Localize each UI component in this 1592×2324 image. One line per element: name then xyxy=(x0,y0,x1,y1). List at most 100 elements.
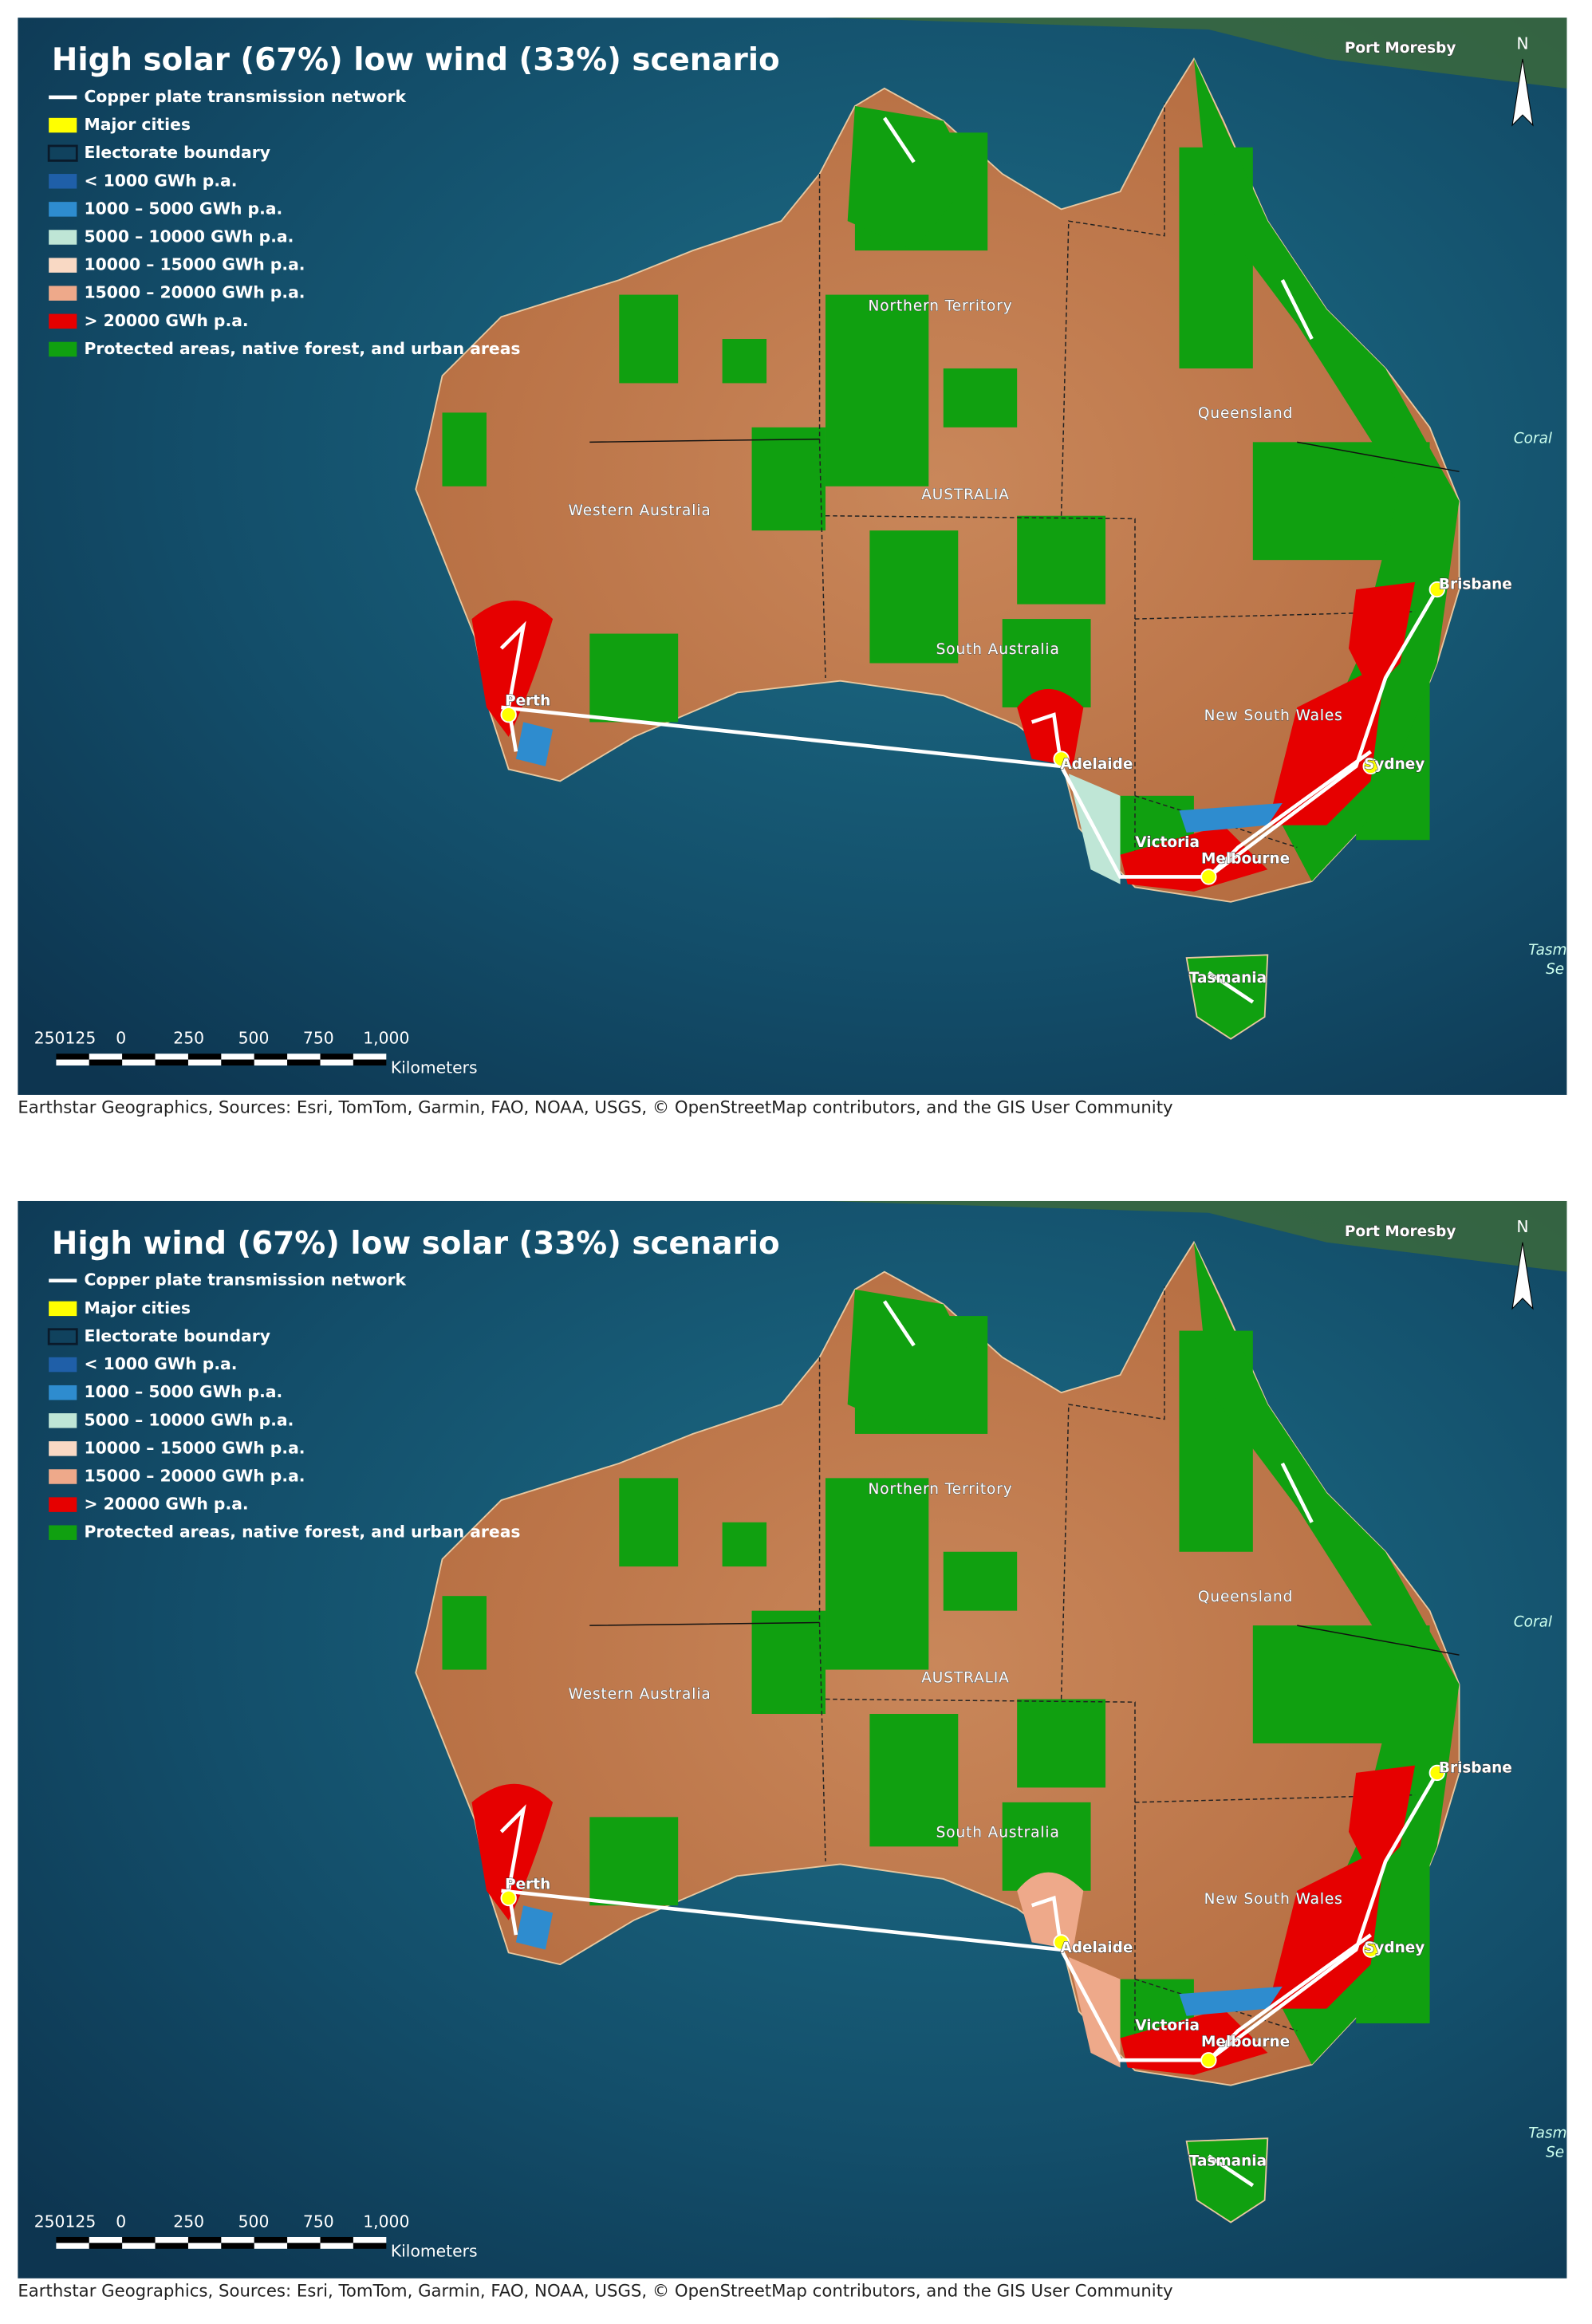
place-label: Victoria xyxy=(1135,834,1200,851)
scale-bar-segment xyxy=(155,2243,188,2249)
scale-bar-segment xyxy=(56,1054,89,1060)
protected-area xyxy=(589,1817,679,1906)
electorate-boundary xyxy=(589,438,1460,473)
legend-label: Major cities xyxy=(85,1298,191,1318)
scale-label: 750 xyxy=(303,2212,334,2231)
legend-label: Copper plate transmission network xyxy=(85,87,407,106)
legend-swatch xyxy=(49,286,77,301)
state-boundary xyxy=(1060,1286,1165,1700)
protected-area xyxy=(825,294,929,486)
legend-swatch xyxy=(49,1525,77,1540)
state-boundary xyxy=(825,1698,1136,2068)
major-city xyxy=(500,1889,517,1907)
legend-swatch xyxy=(49,230,77,245)
major-city xyxy=(1200,869,1217,885)
place-label: Coral xyxy=(1514,431,1553,447)
attribution: Earthstar Geographics, Sources: Esri, To… xyxy=(18,2281,1172,2301)
generation-zone xyxy=(1267,663,1386,825)
protected-area xyxy=(619,1478,679,1567)
generation-zone xyxy=(1267,1846,1386,2009)
place-label: Adelaide xyxy=(1060,1940,1133,1956)
place-label: Western Australia xyxy=(569,502,711,519)
legend-swatch xyxy=(49,1413,77,1428)
place-label: Brisbane xyxy=(1439,577,1512,593)
scale-bar-segment xyxy=(254,1059,288,1065)
scale-bar-segment xyxy=(320,2236,353,2243)
place-label: Tasmania xyxy=(1189,2153,1267,2170)
scale-label: 1,000 xyxy=(363,1029,409,1048)
scale-bar-segment xyxy=(353,1059,387,1065)
legend-swatch xyxy=(49,1497,77,1512)
electorate-boundary xyxy=(589,1621,1460,1656)
place-label: Se xyxy=(1546,961,1564,978)
place-label: Tasm xyxy=(1528,942,1566,959)
protected-area xyxy=(751,1610,826,1715)
scale-label: 250 xyxy=(173,1029,204,1048)
protected-area xyxy=(847,106,973,251)
scale-bar-segment xyxy=(56,2243,89,2249)
legend-label: Copper plate transmission network xyxy=(85,1270,407,1290)
scale-bar-segment xyxy=(221,1059,254,1065)
generation-zone xyxy=(1179,803,1283,833)
generation-zone xyxy=(471,600,554,737)
protected-area xyxy=(1193,1242,1460,2065)
scale-bar-segment xyxy=(122,1059,156,1065)
scale-bar-segment xyxy=(221,1054,254,1060)
scale-bar-segment xyxy=(254,2243,288,2249)
legend-label: 5000 – 10000 GWh p.a. xyxy=(85,1410,294,1429)
place-label: Sydney xyxy=(1364,756,1425,773)
place-label: Queensland xyxy=(1198,405,1293,422)
protected-area xyxy=(1193,58,1460,881)
place-label: South Australia xyxy=(936,1825,1060,1841)
map-panel: Port Moresby Northern Territory Queensland… xyxy=(18,1200,1567,2301)
place-label: Brisbane xyxy=(1439,1759,1512,1776)
scale-bar-segment xyxy=(89,1054,123,1060)
scale-bar-segment xyxy=(187,2243,222,2249)
scale-bar-segment xyxy=(353,2236,387,2243)
transmission-line xyxy=(499,116,1439,1004)
scale-bar-segment xyxy=(155,1054,188,1060)
place-label: Port Moresby xyxy=(1345,40,1456,57)
scale-bar-segment xyxy=(353,1054,387,1060)
protected-area xyxy=(943,1551,1018,1611)
state-boundary xyxy=(818,174,826,679)
scale-label: 750 xyxy=(303,1029,334,1048)
place-label: New South Wales xyxy=(1204,707,1343,724)
legend-label: 5000 – 10000 GWh p.a. xyxy=(85,226,294,246)
generation-zone xyxy=(515,1905,554,1950)
land-mass xyxy=(825,1200,1567,1272)
protected-area xyxy=(751,427,826,531)
generation-zone xyxy=(1017,1872,1084,1950)
north-arrow: N xyxy=(1516,1217,1528,1236)
north-arrow-shape xyxy=(1511,58,1534,127)
scale-bar-segment xyxy=(187,1054,222,1060)
protected-area xyxy=(589,633,679,723)
legend-label: 15000 – 20000 GWh p.a. xyxy=(85,1467,305,1486)
protected-area xyxy=(825,1478,929,1670)
scale-bar-segment xyxy=(254,1054,288,1060)
scale-bar-segment xyxy=(155,2236,188,2243)
legend-label: 10000 – 15000 GWh p.a. xyxy=(85,255,305,274)
scale-bar-segment xyxy=(187,2236,222,2243)
generation-zone xyxy=(515,722,554,766)
place-label: Port Moresby xyxy=(1345,1223,1456,1240)
protected-area xyxy=(869,1714,959,1847)
legend-label: 1000 – 5000 GWh p.a. xyxy=(85,199,283,218)
scale-bar-segment xyxy=(89,2236,123,2243)
place-label: Northern Territory xyxy=(869,1481,1013,1498)
legend-label: > 20000 GWh p.a. xyxy=(85,311,249,330)
scale-bar-segment xyxy=(287,1059,321,1065)
place-label: Sydney xyxy=(1364,1940,1425,1956)
state-boundary xyxy=(1134,1794,1416,1803)
legend-swatch xyxy=(47,144,78,162)
legend-label: Protected areas, native forest, and urba… xyxy=(85,339,521,358)
legend-label: Protected areas, native forest, and urba… xyxy=(85,1522,521,1542)
scale-bar-segment xyxy=(221,2243,254,2249)
major-city xyxy=(1053,750,1070,767)
legend-swatch xyxy=(49,1385,77,1400)
place-label: Tasmania xyxy=(1189,970,1267,987)
scale-bar-segment xyxy=(122,1054,156,1060)
north-arrow-shape xyxy=(1511,1242,1534,1310)
